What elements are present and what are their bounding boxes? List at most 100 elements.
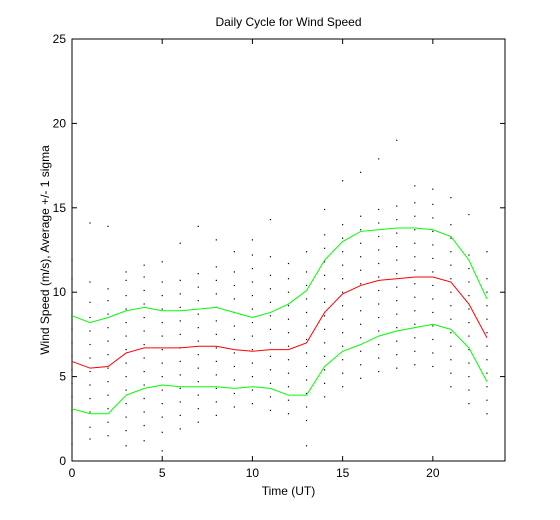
- scatter-point: [233, 284, 235, 287]
- scatter-point: [305, 365, 308, 368]
- scatter-point: [233, 365, 235, 368]
- scatter-point: [251, 294, 254, 297]
- scatter-point: [251, 267, 254, 270]
- scatter-point: [269, 396, 272, 398]
- scatter-point: [179, 320, 181, 322]
- scatter-point: [125, 335, 127, 337]
- scatter-point: [468, 267, 470, 270]
- scatter-point: [323, 247, 326, 249]
- scatter-point: [215, 374, 217, 376]
- scatter-point: [378, 370, 380, 373]
- scatter-point: [125, 376, 127, 378]
- scatter-point: [143, 370, 145, 373]
- scatter-point: [486, 305, 488, 307]
- scatter-point: [197, 381, 199, 383]
- scatter-point: [486, 278, 488, 280]
- scatter-point: [215, 360, 217, 363]
- scatter-point: [251, 376, 254, 378]
- y-tick-label: 20: [53, 116, 67, 130]
- scatter-point: [233, 392, 235, 395]
- y-tick-label: 0: [59, 454, 66, 468]
- scatter-point: [323, 288, 326, 290]
- scatter-point: [269, 301, 272, 303]
- scatter-point: [251, 335, 254, 337]
- scatter-point: [450, 224, 452, 226]
- scatter-point: [179, 242, 181, 244]
- scatter-point: [468, 389, 470, 391]
- scatter-point: [323, 382, 326, 384]
- scatter-point: [143, 384, 145, 386]
- upper-sigma-line: [71, 227, 488, 324]
- scatter-point: [432, 352, 434, 354]
- scatter-point: [107, 381, 109, 383]
- scatter-point: [396, 219, 398, 221]
- scatter-point: [360, 256, 362, 258]
- scatter-point: [161, 308, 163, 310]
- scatter-point: [269, 382, 272, 384]
- scatter-point: [450, 372, 452, 374]
- scatter-point: [71, 369, 73, 371]
- scatter-point: [233, 325, 235, 327]
- scatter-point: [89, 384, 91, 386]
- scatter-point: [287, 413, 290, 415]
- scatter-point: [432, 230, 434, 233]
- scatter-point: [251, 308, 254, 310]
- scatter-point: [486, 291, 488, 293]
- scatter-point: [161, 348, 163, 351]
- scatter-point: [342, 224, 344, 226]
- scatter-point: [468, 308, 470, 310]
- scatter-point: [323, 315, 326, 317]
- scatter-point: [450, 251, 452, 253]
- scatter-point: [107, 394, 109, 396]
- scatter-point: [125, 321, 127, 324]
- scatter-point: [396, 340, 398, 342]
- scatter-point: [161, 403, 163, 405]
- y-tick-label: 5: [59, 370, 66, 384]
- y-axis-label: Wind Speed (m/s), Average +/- 1 sigma: [38, 145, 52, 355]
- scatter-point: [89, 316, 91, 319]
- scatter-point: [287, 318, 290, 320]
- scatter-point: [89, 438, 91, 440]
- scatter-point: [161, 450, 163, 452]
- scatter-point: [486, 372, 488, 374]
- scatter-point: [125, 430, 127, 432]
- scatter-point: [323, 261, 326, 263]
- scatter-point: [287, 305, 290, 307]
- scatter-point: [432, 271, 434, 273]
- scatter-point: [378, 222, 380, 224]
- scatter-point: [360, 377, 362, 379]
- scatter-point: [342, 237, 344, 239]
- scatter-point: [287, 372, 290, 374]
- scatter-point: [107, 421, 109, 423]
- x-tick-label: 0: [69, 466, 76, 480]
- scatter-point: [450, 386, 452, 388]
- scatter-point: [378, 357, 380, 359]
- scatter-point: [107, 313, 109, 315]
- scatter-point: [107, 225, 109, 227]
- scatter-point: [450, 345, 452, 347]
- y-tick-label: 25: [53, 32, 67, 46]
- scatter-point: [215, 239, 217, 241]
- scatter-point: [269, 219, 272, 221]
- scatter-point: [161, 416, 163, 418]
- scatter-point: [233, 251, 235, 253]
- scatter-point: [305, 251, 308, 253]
- scatter-point: [432, 257, 434, 260]
- scatter-point: [360, 323, 362, 325]
- scatter-point: [360, 337, 362, 339]
- scatter-point: [360, 242, 362, 244]
- scatter-point: [378, 289, 380, 292]
- x-tick-label: 10: [246, 466, 260, 480]
- scatter-point: [396, 327, 398, 329]
- scatter-point: [215, 320, 217, 322]
- scatter-point: [143, 330, 145, 332]
- scatter-point: [215, 414, 217, 417]
- lines-layer: [71, 227, 488, 415]
- scatter-point: [89, 330, 91, 332]
- scatter-point: [161, 376, 163, 378]
- scatter-point: [305, 352, 308, 354]
- scatter-point: [143, 424, 145, 427]
- scatter-point: [215, 333, 217, 335]
- scatter-point: [143, 264, 145, 266]
- scatter-point: [161, 389, 163, 391]
